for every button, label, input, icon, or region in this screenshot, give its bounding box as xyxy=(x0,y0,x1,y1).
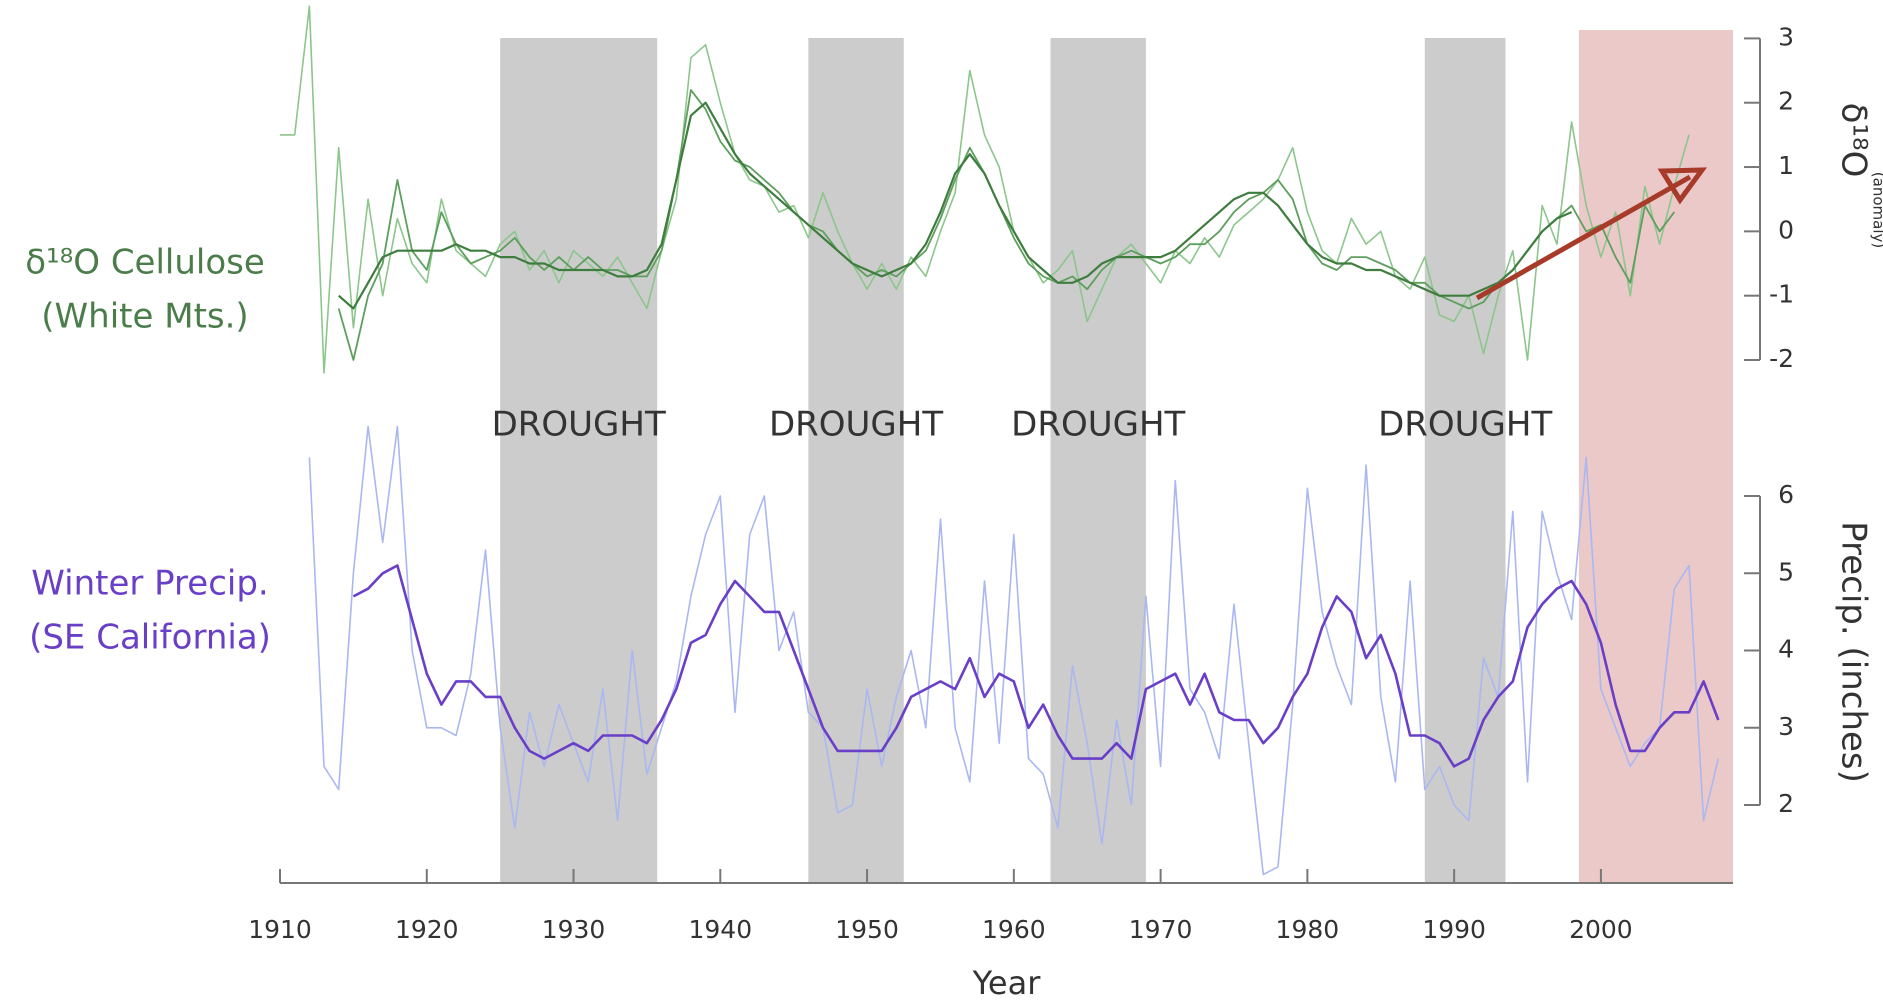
x-tick-label: 1950 xyxy=(835,915,899,944)
trend-arrow xyxy=(1475,167,1708,301)
series-line xyxy=(352,564,1720,768)
series-line xyxy=(337,101,1573,310)
arrow-head xyxy=(1657,167,1708,205)
x-tick-label: 1970 xyxy=(1129,915,1193,944)
y2-tick-label: 2 xyxy=(1778,789,1794,818)
series-line xyxy=(308,425,1720,876)
x-tick-label: 1920 xyxy=(395,915,459,944)
y-tick-label: -2 xyxy=(1769,344,1794,373)
shaded-period xyxy=(808,38,904,883)
y2-tick-label: 6 xyxy=(1778,480,1794,509)
y-tick-label: 3 xyxy=(1778,22,1794,51)
y2-tick-label: 4 xyxy=(1778,635,1794,664)
period-label: DROUGHT xyxy=(1011,405,1185,445)
shaded-period xyxy=(1578,30,1733,883)
x-tick-label: 1980 xyxy=(1276,915,1340,944)
x-tick-label: 2000 xyxy=(1569,915,1633,944)
shaded-period xyxy=(1424,38,1506,883)
panel-label: Winter Precip. xyxy=(31,564,269,604)
axes: 1910 1920 1930 1940 1950 1960 1970 1980 1990 2000… xyxy=(25,22,1883,1002)
x-tick-label: 1940 xyxy=(688,915,752,944)
x-tick-label: 1990 xyxy=(1422,915,1486,944)
y2-tick-label: 3 xyxy=(1778,712,1794,741)
y2-axis-title: Precip. (inches) xyxy=(1834,521,1874,783)
y-axis-title: δ¹⁸O xyxy=(1834,103,1874,178)
period-label: DROUGHT xyxy=(769,405,943,445)
x-tick-label: 1930 xyxy=(542,915,606,944)
y-tick-label: 1 xyxy=(1778,151,1794,180)
series-line xyxy=(337,89,1676,361)
period-label: DROUGHT xyxy=(492,405,666,445)
y-tick-label: -1 xyxy=(1769,280,1794,309)
x-tick-label: 1910 xyxy=(248,915,312,944)
arrow-shaft xyxy=(1475,174,1692,301)
y-axis-subtitle: (anomaly) xyxy=(1870,172,1883,248)
x-axis-title: Year xyxy=(972,964,1042,1002)
y-tick-label: 2 xyxy=(1778,87,1794,116)
series-line xyxy=(280,5,1690,374)
panel-label: δ¹⁸O Cellulose xyxy=(25,243,265,283)
y2-tick-label: 5 xyxy=(1778,557,1794,586)
x-tick-label: 1960 xyxy=(982,915,1046,944)
period-label: DROUGHT xyxy=(1378,405,1552,445)
lines xyxy=(280,5,1720,876)
panel-label: (White Mts.) xyxy=(41,297,248,337)
y-tick-label: 0 xyxy=(1778,215,1794,244)
panel-label: (SE California) xyxy=(29,618,271,658)
